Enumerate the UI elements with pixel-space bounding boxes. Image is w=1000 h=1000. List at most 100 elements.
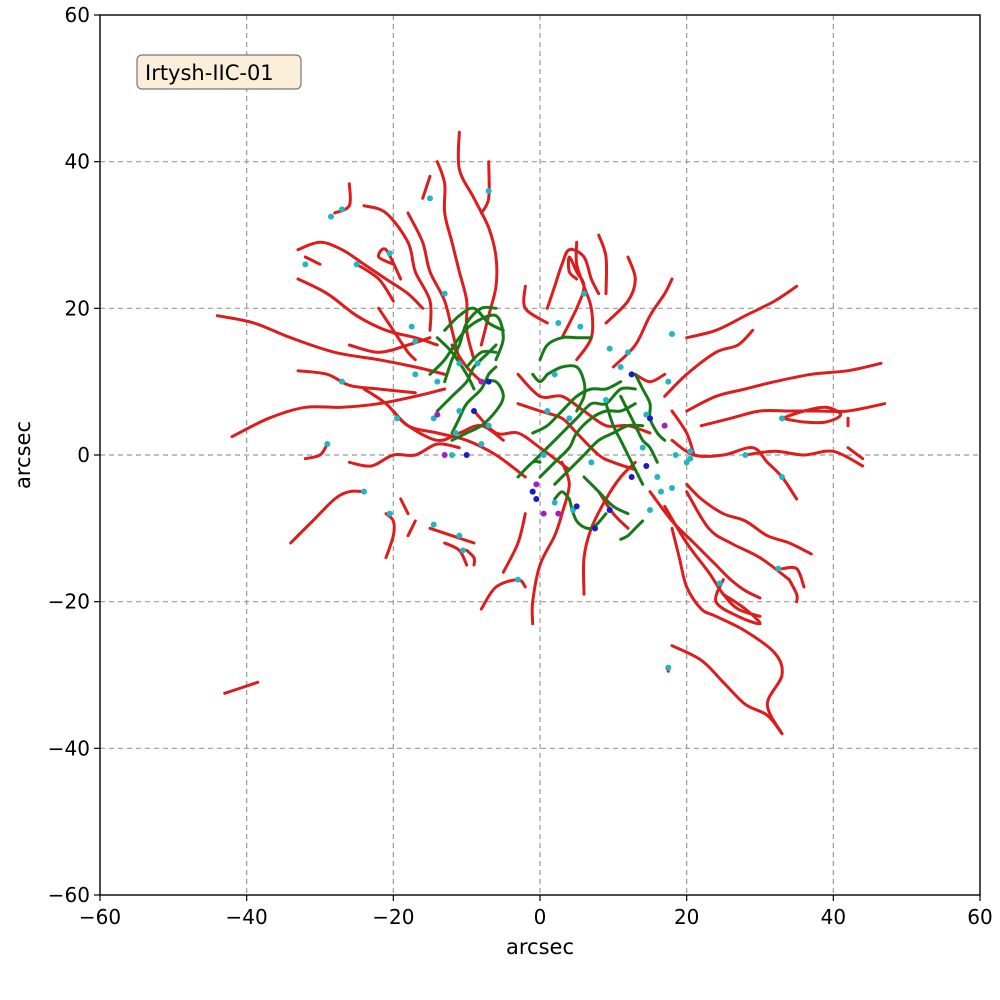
red-filament: [362, 387, 527, 479]
red-filament: [685, 284, 799, 340]
cyan-endpoint-marker: [683, 459, 690, 466]
cyan-endpoint-marker: [672, 452, 679, 458]
red-filament: [663, 328, 755, 398]
cyan-endpoint-marker: [687, 448, 694, 455]
cyan-endpoint-marker: [669, 485, 675, 491]
red-filament: [391, 409, 505, 442]
x-axis-label: arcsec: [506, 935, 574, 959]
red-filament: [399, 497, 410, 516]
red-filament: [428, 526, 476, 545]
blue-endpoint-marker: [643, 463, 650, 469]
green-filament: [553, 423, 645, 486]
red-filament: [479, 160, 491, 215]
red-filament: [303, 442, 329, 461]
x-tick-label: −60: [79, 905, 121, 929]
red-filament: [456, 130, 499, 347]
x-tick-label: 20: [674, 905, 699, 929]
red-filament: [846, 446, 865, 461]
y-tick-label: −20: [48, 590, 90, 614]
blue-endpoint-marker: [471, 408, 477, 414]
cyan-endpoint-marker: [643, 411, 650, 418]
red-filament: [406, 519, 417, 538]
purple-endpoint-marker: [441, 452, 448, 458]
cyan-endpoint-marker: [394, 415, 400, 422]
cyan-endpoint-marker: [687, 455, 694, 462]
x-tick-label: −40: [226, 905, 268, 929]
x-tick-label: 0: [534, 905, 547, 929]
y-tick-label: −60: [48, 883, 90, 907]
red-filament: [560, 255, 586, 340]
purple-endpoint-marker: [661, 422, 668, 429]
cyan-endpoint-marker: [716, 580, 723, 587]
cyan-endpoint-marker: [639, 444, 646, 451]
blue-endpoint-marker: [628, 371, 635, 378]
red-filament: [230, 387, 447, 439]
cyan-endpoint-marker: [456, 360, 463, 367]
annotation-box-bg: [136, 54, 302, 90]
red-filament: [597, 233, 609, 296]
cyan-endpoint-marker: [449, 452, 455, 458]
purple-endpoint-marker: [540, 510, 547, 517]
cyan-endpoint-marker: [441, 290, 448, 297]
cyan-endpoint-marker: [665, 664, 672, 671]
cyan-endpoint-marker: [669, 331, 675, 337]
cyan-endpoint-marker: [427, 195, 433, 202]
green-filament: [567, 497, 608, 531]
red-filament: [296, 240, 425, 310]
cyan-endpoint-marker: [779, 474, 785, 480]
red-filament: [479, 578, 527, 611]
cyan-endpoint-marker: [460, 547, 466, 554]
red-filament: [362, 204, 433, 332]
green-filament: [619, 394, 659, 464]
x-tick-label: −20: [372, 905, 414, 929]
red-filament: [522, 284, 549, 325]
red-filament: [780, 405, 843, 425]
x-tick-label: 40: [821, 905, 846, 929]
y-tick-label: 60: [65, 3, 90, 27]
red-filament: [604, 255, 637, 325]
cyan-endpoint-marker: [551, 499, 558, 506]
green-filament: [538, 335, 593, 362]
blue-endpoint-marker: [533, 496, 540, 502]
green-filament: [553, 490, 571, 501]
red-filament: [501, 512, 527, 574]
red-filament: [530, 460, 571, 626]
green-filament: [604, 402, 645, 486]
cyan-endpoint-marker: [339, 206, 345, 213]
red-filament: [421, 174, 432, 200]
cyan-endpoint-marker: [544, 408, 551, 414]
y-tick-label: −40: [48, 736, 90, 760]
red-filament: [465, 548, 477, 567]
cyan-endpoint-marker: [654, 474, 661, 480]
purple-endpoint-marker: [434, 411, 441, 418]
green-filament: [531, 380, 623, 435]
red-filament: [384, 512, 396, 560]
green-filament: [545, 364, 587, 413]
blue-endpoint-marker: [529, 488, 536, 495]
red-filament: [685, 361, 883, 413]
green-filament: [465, 349, 498, 369]
y-tick-label: 40: [65, 150, 90, 174]
y-tick-label: 0: [77, 443, 90, 467]
cyan-endpoint-marker: [430, 521, 437, 528]
cyan-endpoint-marker: [456, 408, 463, 414]
red-filament: [581, 460, 637, 596]
cyan-endpoint-marker: [577, 323, 584, 330]
cyan-endpoint-marker: [647, 507, 653, 513]
y-tick-label: 20: [65, 296, 90, 320]
red-filament: [215, 314, 447, 376]
blue-endpoint-marker: [628, 474, 635, 480]
cyan-endpoint-marker: [412, 338, 419, 345]
red-filament: [743, 449, 865, 468]
cyan-endpoint-marker: [386, 250, 393, 257]
red-filament: [685, 490, 791, 582]
red-filament: [611, 277, 674, 369]
green-filament: [582, 475, 630, 516]
green-filament: [538, 402, 637, 479]
red-filament: [296, 369, 417, 395]
red-filament: [377, 306, 417, 362]
cyan-endpoint-marker: [551, 371, 558, 378]
cyan-endpoint-marker: [625, 349, 631, 356]
cyan-endpoint-marker: [606, 345, 613, 352]
cyan-endpoint-marker: [434, 378, 441, 385]
